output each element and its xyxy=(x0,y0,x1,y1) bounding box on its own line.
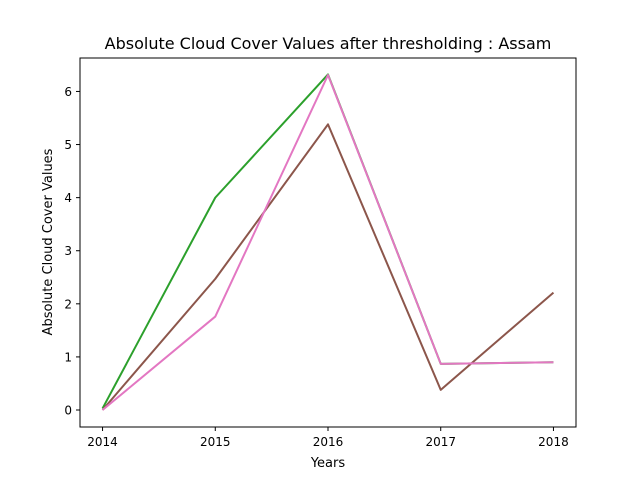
x-axis: 2014 2015 2016 2017 2018 xyxy=(87,427,569,449)
y-tick-label: 6 xyxy=(64,85,72,99)
y-tick-label: 3 xyxy=(64,244,72,258)
y-tick-label: 0 xyxy=(64,404,72,418)
chart-title: Absolute Cloud Cover Values after thresh… xyxy=(105,34,552,53)
x-tick-label: 2018 xyxy=(538,435,569,449)
x-tick-label: 2016 xyxy=(313,435,344,449)
x-axis-label: Years xyxy=(310,456,346,471)
y-tick-label: 4 xyxy=(64,191,72,205)
series-brown-line xyxy=(101,123,555,411)
y-axis: 0 1 2 3 4 5 6 xyxy=(64,85,80,418)
x-tick-label: 2017 xyxy=(425,435,456,449)
x-tick-label: 2015 xyxy=(200,435,231,449)
x-tick-label: 2014 xyxy=(87,435,118,449)
y-tick-label: 1 xyxy=(64,350,72,364)
y-axis-label: Absolute Cloud Cover Values xyxy=(41,148,56,335)
series-layer xyxy=(101,73,555,411)
y-tick-label: 2 xyxy=(64,297,72,311)
series-pink-line xyxy=(101,73,554,411)
y-tick-label: 5 xyxy=(64,138,72,152)
